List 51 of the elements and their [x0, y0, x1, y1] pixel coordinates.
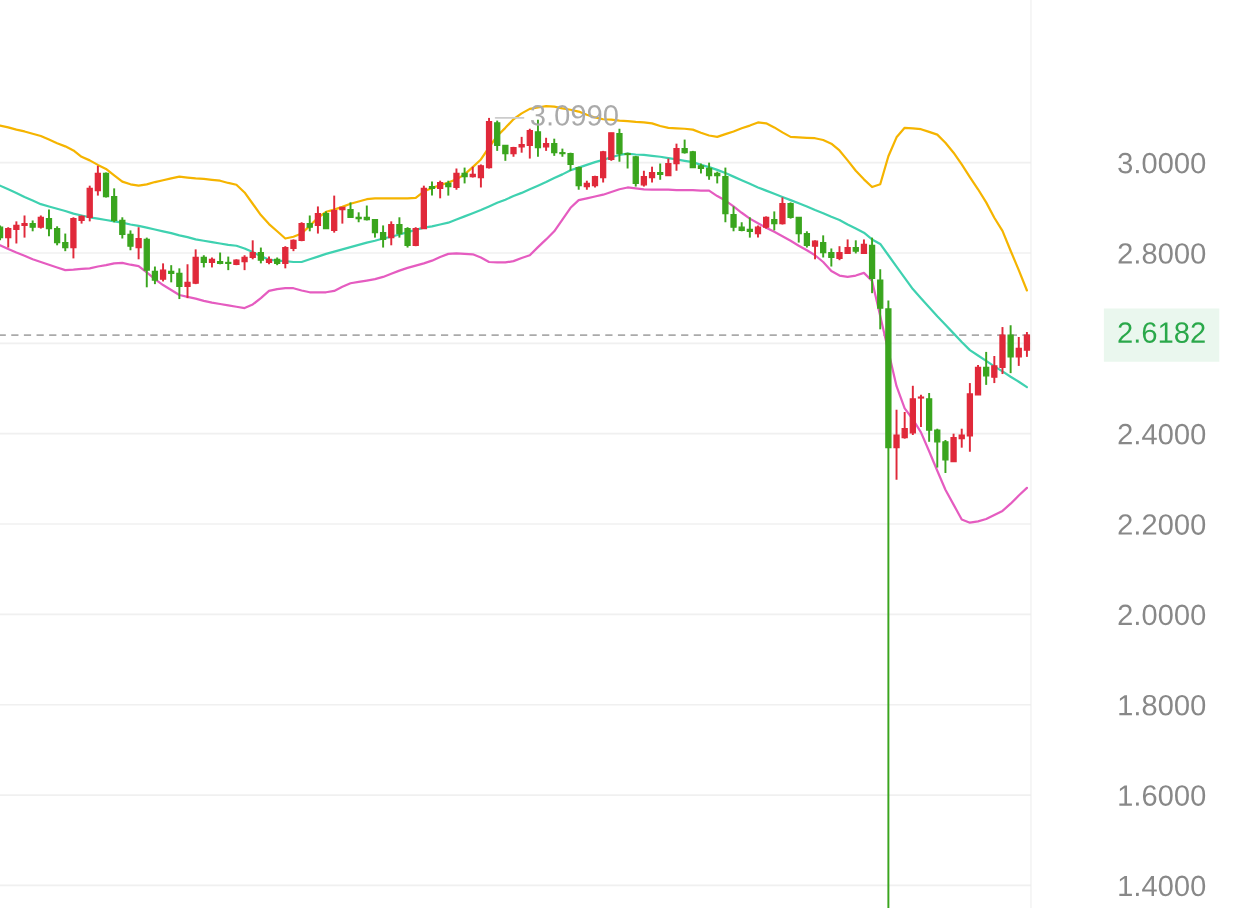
candlestick	[53, 225, 61, 247]
y-tick-label: 2.8000	[1118, 243, 1206, 264]
candlestick	[1007, 324, 1014, 375]
candlestick	[795, 216, 802, 244]
candlestick	[494, 119, 501, 152]
candlestick	[779, 196, 786, 226]
y-tick-label: 2.2000	[1118, 514, 1206, 535]
candlestick	[314, 205, 322, 235]
candlestick	[934, 427, 941, 469]
candlestick	[1015, 336, 1022, 367]
candlestick	[282, 245, 289, 270]
y-tick-label: 1.8000	[1119, 694, 1206, 716]
candlestick	[388, 220, 395, 247]
y-tick-label: 3.0000	[1118, 152, 1206, 174]
candlestick	[526, 127, 533, 160]
candlestick	[477, 163, 485, 189]
candlestick	[371, 218, 379, 239]
candlestick	[950, 432, 957, 463]
candlestick	[893, 408, 900, 481]
line-series	[0, 186, 1029, 524]
candlestick	[1023, 331, 1031, 358]
candlestick	[331, 194, 338, 234]
candlestick	[983, 350, 990, 386]
candlestick	[135, 226, 142, 261]
candlestick	[5, 226, 12, 249]
candlestick	[453, 167, 460, 191]
candlestick	[942, 439, 949, 474]
candlestick	[730, 205, 737, 233]
candlestick	[771, 210, 778, 232]
y-tick-label: 1.4000	[1119, 875, 1206, 897]
candlestick	[820, 234, 827, 259]
y-tick-label: 1.6000	[1119, 785, 1206, 806]
candlestick	[379, 224, 387, 249]
candlestick	[127, 229, 134, 252]
line-series	[0, 105, 1029, 292]
candlestick	[249, 239, 256, 261]
candlestick	[159, 262, 167, 283]
y-tick-label: 2.4000	[1118, 423, 1206, 445]
candlestick	[958, 427, 965, 449]
candlestick	[901, 411, 908, 440]
candlestick	[94, 164, 102, 197]
candlestick	[811, 239, 819, 261]
candlestick	[828, 247, 835, 268]
candlestick	[111, 187, 118, 224]
candlestick	[119, 216, 126, 240]
ref-line-label: 2.6182	[1118, 322, 1205, 343]
candlestick	[45, 208, 53, 238]
candlestick	[746, 216, 753, 239]
y-tick-label: 2.0000	[1118, 604, 1206, 626]
candlestick	[176, 267, 183, 301]
candlestick	[917, 393, 925, 428]
